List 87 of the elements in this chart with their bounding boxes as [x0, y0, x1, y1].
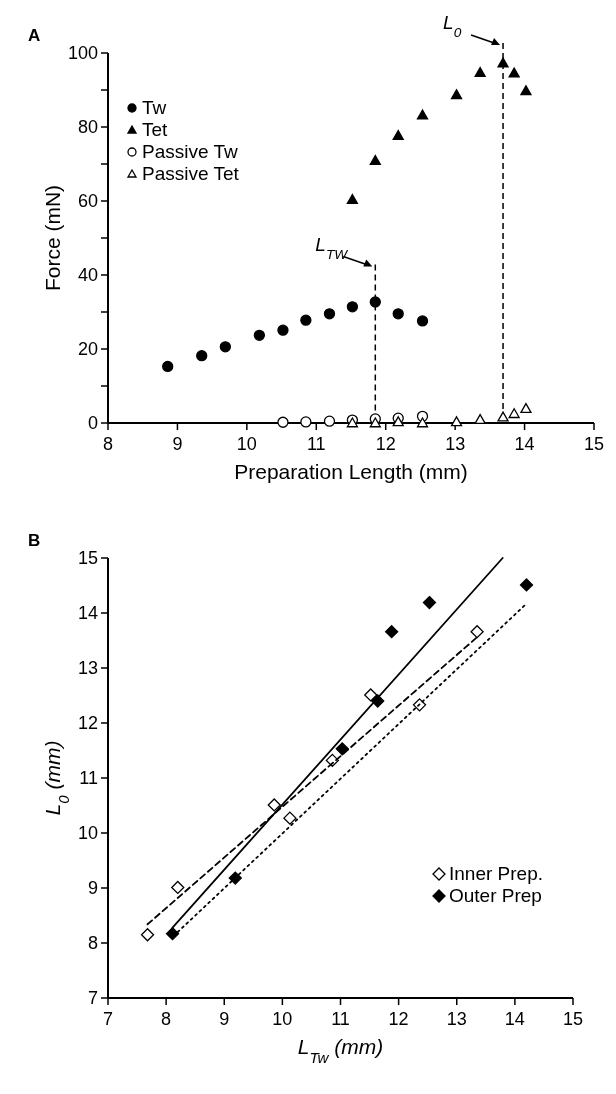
- point: [228, 871, 242, 885]
- legend-label: Passive Tet: [142, 163, 240, 184]
- point: [422, 595, 437, 610]
- point: [369, 155, 381, 166]
- x-tick-label: 15: [562, 1009, 584, 1029]
- y-tick-label: 8: [87, 933, 98, 954]
- point: [364, 688, 378, 702]
- point: [369, 296, 381, 308]
- x-tick-label: 12: [388, 1009, 409, 1029]
- y-axis-title: Force (mN): [41, 184, 64, 292]
- point: [165, 927, 180, 941]
- y-tick-label: 15: [77, 548, 98, 569]
- point: [140, 928, 155, 942]
- point: [335, 742, 349, 756]
- point: [323, 308, 336, 320]
- point: [346, 301, 359, 313]
- ref-line-label: L$_{0}$: [443, 12, 462, 40]
- x-tick-label: 10: [272, 1009, 293, 1029]
- point: [219, 341, 231, 353]
- point: [497, 57, 509, 68]
- point: [416, 315, 429, 327]
- point: [470, 625, 484, 639]
- point: [385, 625, 399, 639]
- y-tick-label: 7: [87, 988, 98, 1009]
- point: [508, 67, 520, 78]
- chart-title: A: [28, 26, 41, 45]
- x-tick-label: 7: [102, 1009, 114, 1029]
- x-tick-label: 11: [331, 1009, 350, 1029]
- x-tick-label: 15: [583, 434, 605, 454]
- x-tick-label: 14: [514, 434, 535, 454]
- point: [196, 350, 208, 362]
- point: [300, 314, 312, 326]
- point: [450, 416, 463, 427]
- x-tick-label: 9: [172, 434, 183, 454]
- legend-label: Inner Prep.: [449, 863, 543, 884]
- x-axis-title: L$_{Tw}$ (mm): [297, 1035, 384, 1066]
- y-tick-label: 10: [77, 823, 98, 844]
- point: [520, 85, 532, 96]
- y-tick-label: 20: [77, 339, 98, 360]
- y-tick-label: 80: [77, 117, 98, 138]
- x-tick-label: 13: [445, 434, 466, 454]
- point: [416, 109, 429, 120]
- y-tick-label: 12: [77, 713, 98, 734]
- point: [300, 416, 312, 428]
- point: [277, 416, 289, 428]
- x-tick-label: 11: [306, 434, 326, 454]
- x-tick-label: 12: [375, 434, 396, 454]
- x-tick-label: 8: [161, 1009, 172, 1029]
- legend-label: Passive Tw: [142, 141, 239, 162]
- x-tick-label: 8: [102, 434, 114, 454]
- point: [392, 129, 404, 140]
- chart-title: B: [28, 531, 41, 550]
- point: [171, 880, 185, 895]
- legend-label: Tet: [142, 119, 169, 140]
- point: [283, 811, 297, 825]
- y-tick-label: 9: [87, 878, 98, 899]
- legend-label: Tw: [142, 97, 167, 118]
- point: [508, 408, 520, 419]
- point: [277, 324, 289, 336]
- x-tick-label: 9: [219, 1009, 230, 1029]
- y-tick-label: 60: [77, 191, 98, 212]
- y-tick-label: 13: [77, 658, 98, 679]
- point: [323, 415, 336, 427]
- legend-label: Outer Prep: [449, 885, 542, 906]
- point: [392, 416, 404, 427]
- point: [346, 193, 359, 204]
- point: [369, 417, 381, 428]
- point: [450, 89, 463, 100]
- x-axis-title: Preparation Length (mm): [234, 460, 468, 483]
- point: [162, 360, 174, 373]
- point: [416, 417, 429, 428]
- x-tick-label: 10: [236, 434, 257, 454]
- point: [497, 411, 509, 422]
- x-tick-label: 13: [446, 1009, 467, 1029]
- y-tick-label: 100: [67, 43, 98, 64]
- point: [267, 798, 281, 812]
- x-tick-label: 14: [504, 1009, 525, 1029]
- y-tick-label: 40: [77, 265, 98, 286]
- point: [519, 578, 534, 592]
- point: [520, 402, 532, 413]
- point: [253, 329, 265, 341]
- point: [392, 308, 404, 320]
- y-tick-label: 0: [87, 413, 98, 434]
- y-tick-label: 11: [79, 768, 98, 789]
- point: [474, 66, 486, 78]
- y-tick-label: 14: [77, 603, 98, 624]
- ref-line-label: L$_{TW}$: [315, 233, 349, 261]
